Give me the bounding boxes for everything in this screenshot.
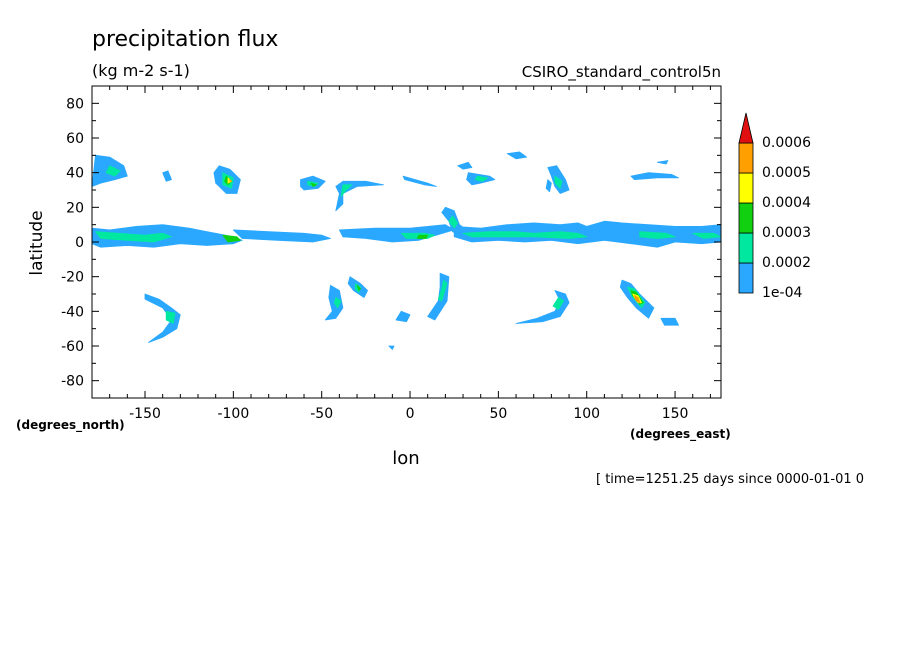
contour-south-africa	[427, 272, 450, 321]
contour-itcz-east-core3	[639, 231, 676, 239]
x-axis-label: lon	[392, 448, 419, 469]
contour-pacific-nw-small	[162, 170, 172, 182]
contour-sa-east-core2	[356, 284, 362, 291]
contour-med-small	[457, 161, 473, 170]
contour-australia-core4	[634, 295, 641, 304]
y-tick-label: -60	[61, 339, 84, 355]
y-tick-label: 80	[66, 96, 84, 112]
y-unit-label: (degrees_north)	[16, 418, 125, 433]
axis-ticks	[92, 86, 721, 398]
y-tick-label: 60	[66, 131, 84, 147]
x-unit-label: (degrees_east)	[630, 427, 731, 442]
contour-atlantic-storm-core	[340, 184, 353, 198]
colorbar-label: 0.0003	[762, 225, 811, 241]
contour-siberia-small	[657, 160, 669, 165]
contour-africa-jet-core	[448, 215, 459, 229]
y-tick-label: 0	[75, 235, 84, 251]
x-tick-labels: -150 -100 -50 0 50 100 150	[129, 406, 688, 422]
y-tick-label: -40	[61, 304, 84, 320]
time-note: [ time=1251.25 days since 0000-01-01 0	[596, 472, 864, 487]
x-tick-label: 0	[406, 406, 415, 422]
y-tick-label: 20	[66, 200, 84, 216]
contour-south-atlantic-small	[395, 310, 411, 323]
x-tick-label: 150	[662, 406, 689, 422]
colorbar-swatch	[738, 262, 754, 294]
colorbar-swatch	[738, 142, 754, 174]
contour-med-storm-core	[474, 175, 489, 182]
colorbar-swatch	[738, 202, 754, 234]
x-tick-label: 100	[573, 406, 600, 422]
colorbar-label: 0.0005	[762, 165, 811, 181]
x-tick-label: -100	[217, 406, 249, 422]
contour-europe	[402, 175, 437, 187]
contour-itcz-west-core	[95, 231, 172, 243]
contour-sp-storm-core	[165, 310, 176, 324]
contour-sp-storm	[144, 293, 181, 343]
y-tick-label: -20	[61, 270, 84, 286]
contour-itcz-atlantic-core2	[416, 234, 429, 239]
contour-indian-storm-core	[552, 297, 565, 311]
contour-russia-small	[506, 151, 527, 160]
x-tick-label: -150	[129, 406, 161, 422]
x-tick-label: 50	[489, 406, 507, 422]
contour-indian-storm	[515, 290, 570, 324]
colorbar-arrow	[738, 112, 754, 144]
contour-asia-storm-b	[545, 179, 552, 193]
contour-itcz-atlantic	[338, 224, 455, 243]
contour-south-africa-core	[437, 279, 448, 302]
contour-tasman-small	[660, 317, 679, 326]
contour-sa-west-core	[333, 297, 342, 309]
contour-southern-tiny	[388, 345, 395, 350]
chart-title: precipitation flux	[92, 27, 278, 52]
contour-ne-pacific-core4	[229, 179, 233, 182]
contour-itcz-mid	[232, 229, 331, 243]
colorbar-label: 0.0002	[762, 255, 811, 271]
colorbar-swatch	[738, 232, 754, 264]
contour-fills	[91, 151, 722, 350]
colorbar-label: 0.0006	[762, 135, 811, 151]
dataset-label: CSIRO_standard_control5n	[522, 63, 721, 82]
colorbar: 1e-04 0.0002 0.0003 0.0004 0.0005 0.0006	[738, 112, 811, 301]
contour-itcz-west-core2	[222, 234, 241, 243]
colorbar-label: 0.0004	[762, 195, 811, 211]
y-tick-label: 40	[66, 166, 84, 182]
colorbar-swatch	[738, 172, 754, 204]
y-tick-label: -80	[61, 374, 84, 390]
y-tick-labels: -80 -60 -40 -20 0 20 40 60 80	[61, 96, 84, 389]
chart-units: (kg m-2 s-1)	[92, 61, 190, 80]
contour-asia-storm-core	[554, 175, 563, 189]
contour-itcz-east-core	[462, 231, 588, 239]
contour-us-east-core2	[310, 182, 317, 187]
y-axis-label: latitude	[27, 210, 47, 275]
x-tick-label: -50	[310, 406, 333, 422]
contour-nw-pacific-storm-core	[105, 165, 121, 177]
contour-siberia	[630, 172, 679, 181]
colorbar-label: 1e-04	[762, 285, 802, 301]
